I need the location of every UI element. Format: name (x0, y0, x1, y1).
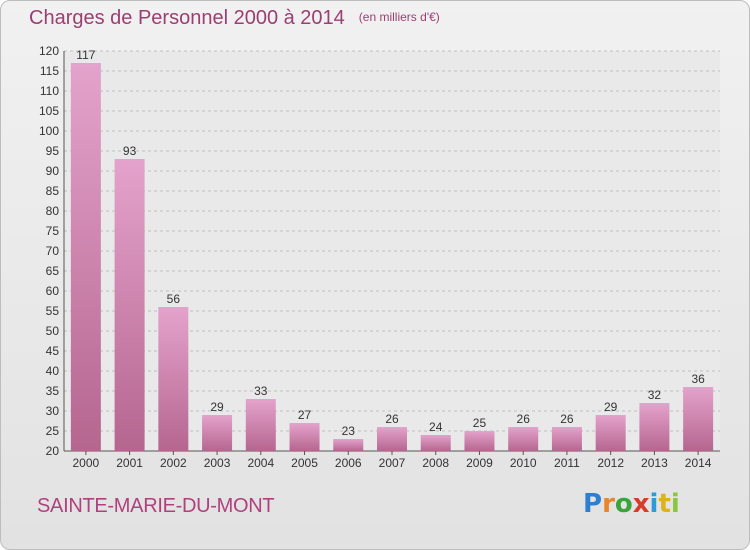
x-tick-label: 2014 (685, 456, 712, 470)
bar (70, 63, 101, 451)
bar-value-label: 23 (342, 424, 356, 438)
x-tick-label: 2005 (291, 456, 318, 470)
y-tick-label: 60 (46, 284, 60, 298)
y-tick-label: 30 (46, 404, 60, 418)
logo-letter: P (583, 489, 603, 519)
proxiti-logo: Proxiti (583, 489, 680, 519)
bar-value-label: 26 (385, 412, 399, 426)
x-tick-label: 2002 (160, 456, 187, 470)
chart-subtitle: (en milliers d'€) (358, 10, 440, 24)
bar-value-label: 29 (210, 400, 224, 414)
y-tick-label: 85 (46, 184, 60, 198)
y-tick-label: 120 (39, 44, 59, 58)
y-tick-label: 105 (39, 104, 59, 118)
bar (508, 427, 539, 451)
y-tick-label: 55 (46, 304, 60, 318)
y-tick-label: 50 (46, 324, 60, 338)
x-tick-label: 2006 (335, 456, 362, 470)
x-tick-label: 2003 (204, 456, 231, 470)
y-tick-label: 25 (46, 424, 60, 438)
bar-value-label: 36 (691, 372, 705, 386)
chart-title-text: Charges de Personnel 2000 à 2014 (29, 7, 345, 29)
bar-value-label: 29 (604, 400, 618, 414)
bar-value-label: 117 (76, 48, 95, 62)
y-tick-label: 45 (46, 344, 60, 358)
x-tick-label: 2004 (247, 456, 274, 470)
bar-value-label: 33 (254, 384, 268, 398)
bar (158, 307, 189, 451)
y-tick-label: 65 (46, 264, 60, 278)
x-tick-label: 2001 (116, 456, 143, 470)
bar (333, 439, 364, 451)
y-tick-label: 95 (46, 144, 60, 158)
y-tick-label: 70 (46, 244, 60, 258)
x-tick-label: 2012 (597, 456, 624, 470)
bar-value-label: 24 (429, 420, 443, 434)
city-name: SAINTE-MARIE-DU-MONT (37, 495, 275, 517)
bar (683, 387, 714, 451)
bar (595, 415, 626, 451)
bar-value-label: 27 (298, 408, 312, 422)
y-tick-label: 110 (40, 84, 59, 98)
logo-letter: o (614, 489, 633, 519)
bar (639, 403, 670, 451)
logo-letter: i (649, 489, 659, 519)
bar (551, 427, 582, 451)
y-tick-label: 20 (46, 444, 60, 458)
bar (420, 435, 451, 451)
x-tick-label: 2009 (466, 456, 493, 470)
x-tick-label: 2007 (379, 456, 406, 470)
chart-title: Charges de Personnel 2000 à 2014 (en mill… (29, 7, 440, 30)
bar-value-label: 26 (560, 412, 574, 426)
y-tick-label: 35 (46, 384, 60, 398)
y-tick-label: 100 (39, 124, 59, 138)
logo-letter: r (602, 489, 615, 519)
y-tick-label: 40 (46, 364, 60, 378)
x-tick-label: 2011 (554, 456, 580, 470)
bar (245, 399, 276, 451)
bar (114, 159, 145, 451)
y-tick-label: 80 (46, 204, 60, 218)
bar (202, 415, 233, 451)
bar-value-label: 25 (473, 416, 487, 430)
x-tick-label: 2013 (641, 456, 668, 470)
x-tick-label: 2008 (422, 456, 449, 470)
logo-letter: i (670, 489, 680, 519)
x-tick-label: 2000 (73, 456, 100, 470)
bar-value-label: 26 (517, 412, 531, 426)
bar (289, 423, 320, 451)
bar-value-label: 93 (123, 144, 137, 158)
logo-letter: x (632, 489, 650, 519)
bar (464, 431, 495, 451)
bar-value-label: 56 (167, 292, 181, 306)
y-tick-label: 75 (46, 224, 60, 238)
logo-letter: t (658, 489, 671, 519)
bar-value-label: 32 (648, 388, 662, 402)
x-tick-label: 2010 (510, 456, 537, 470)
y-tick-label: 90 (46, 164, 60, 178)
y-tick-label: 115 (40, 64, 59, 78)
bar (377, 427, 407, 451)
